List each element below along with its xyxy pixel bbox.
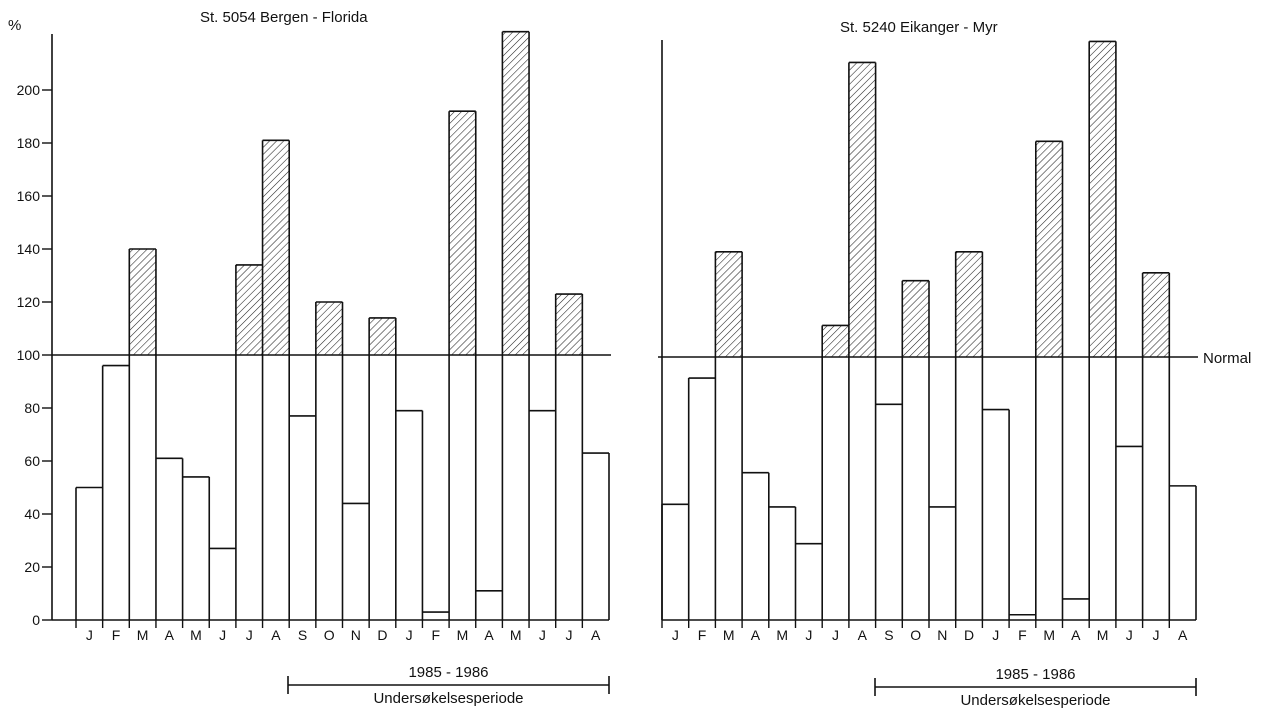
month-label: F (431, 627, 440, 643)
period-label: Undersøkelsesperiode (960, 692, 1110, 709)
month-label: J (1126, 627, 1133, 643)
month-label: M (1097, 627, 1109, 643)
month-label: A (751, 627, 761, 643)
month-label: S (298, 627, 307, 643)
bar-hatch-10 (315, 302, 343, 355)
normal-label: Normal (1203, 350, 1251, 367)
bar-hatch-3 (129, 249, 156, 355)
y-tick-label: 20 (24, 559, 40, 575)
month-label: F (698, 627, 707, 643)
month-label: D (964, 627, 974, 643)
month-label: A (858, 627, 868, 643)
month-label: O (324, 627, 335, 643)
bar-hatch-19 (555, 294, 583, 355)
bar-hatch-8 (262, 140, 290, 355)
y-tick-label: 180 (17, 135, 41, 151)
month-label: N (937, 627, 947, 643)
month-label: M (457, 627, 469, 643)
month-label: M (137, 627, 149, 643)
y-tick-label: 140 (17, 241, 41, 257)
month-label: J (246, 627, 253, 643)
bar-hatch-8 (848, 62, 876, 357)
bar-hatch-17 (502, 31, 530, 355)
month-label: M (776, 627, 788, 643)
month-label: M (723, 627, 735, 643)
month-label: A (1178, 627, 1188, 643)
month-label: M (1043, 627, 1055, 643)
bar-hatch-17 (1089, 41, 1116, 358)
y-tick-label: 100 (17, 347, 41, 363)
month-label: J (1152, 627, 1159, 643)
month-label: A (484, 627, 494, 643)
month-label: A (271, 627, 281, 643)
bar-hatch-3 (715, 251, 743, 357)
y-tick-label: 60 (24, 453, 40, 469)
y-tick-label: 120 (17, 294, 41, 310)
month-label: O (910, 627, 921, 643)
month-label: J (539, 627, 546, 643)
y-tick-label: 0 (32, 612, 40, 628)
bar-hatch-12 (955, 251, 983, 357)
month-label: M (190, 627, 202, 643)
month-label: M (510, 627, 522, 643)
month-label: A (165, 627, 175, 643)
month-label: J (406, 627, 413, 643)
month-label: J (219, 627, 226, 643)
month-label: J (672, 627, 679, 643)
month-label: A (591, 627, 601, 643)
month-label: J (992, 627, 999, 643)
month-label: J (566, 627, 573, 643)
month-label: F (112, 627, 121, 643)
chart-title: St. 5240 Eikanger - Myr (840, 19, 998, 36)
bar-hatch-10 (902, 280, 929, 357)
y-tick-label: 160 (17, 188, 41, 204)
bar-hatch-12 (369, 317, 396, 355)
month-label: N (351, 627, 361, 643)
period-years: 1985 - 1986 (995, 666, 1075, 683)
month-label: J (832, 627, 839, 643)
y-tick-label: 80 (24, 400, 40, 416)
month-label: A (1071, 627, 1081, 643)
y-tick-label: 200 (17, 82, 41, 98)
bar-hatch-7 (822, 325, 849, 357)
y-axis-unit: % (8, 17, 21, 34)
y-tick-label: 40 (24, 506, 40, 522)
bar-hatch-15 (1035, 141, 1063, 357)
month-label: F (1018, 627, 1027, 643)
month-label: J (805, 627, 812, 643)
month-label: D (377, 627, 387, 643)
bar-hatch-15 (449, 111, 476, 355)
month-label: J (86, 627, 93, 643)
period-years: 1985 - 1986 (408, 664, 488, 681)
bar-hatch-7 (235, 264, 263, 355)
bar-hatch-19 (1142, 272, 1170, 357)
chart-title: St. 5054 Bergen - Florida (200, 9, 368, 26)
month-label: S (884, 627, 893, 643)
period-label: Undersøkelsesperiode (373, 690, 523, 707)
